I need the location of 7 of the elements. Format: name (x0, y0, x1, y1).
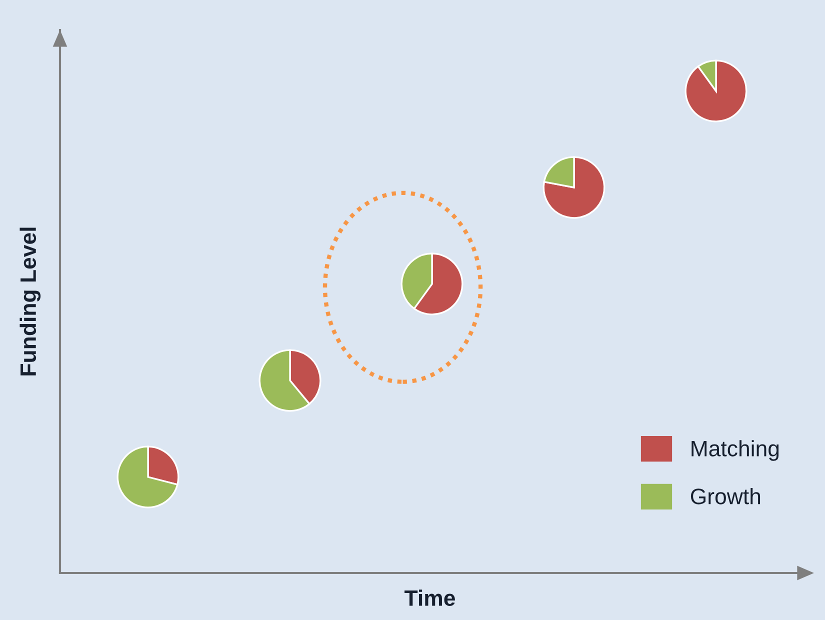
text: Funding Level (20, 228, 41, 376)
pie-slice (116, 446, 178, 508)
text: Time (404, 590, 455, 606)
pie-slice (542, 156, 606, 219)
pie-slice (684, 60, 748, 122)
category-label: Growth (690, 488, 760, 504)
category-label: Matching (692, 440, 779, 461)
